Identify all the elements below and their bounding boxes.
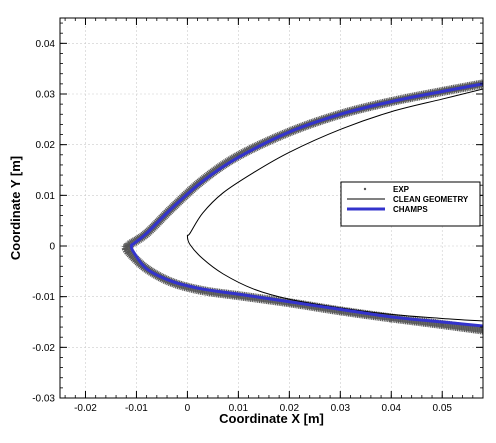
x-tick-label: 0.02 bbox=[280, 403, 300, 414]
series-champs-line bbox=[129, 82, 483, 328]
y-tick-label: 0.04 bbox=[36, 39, 56, 50]
exp-point bbox=[124, 244, 128, 248]
x-tick-label: -0.02 bbox=[74, 403, 97, 414]
y-axis-label: Coordinate Y [m] bbox=[8, 156, 23, 260]
legend-marker-exp bbox=[363, 187, 367, 191]
exp-point bbox=[440, 323, 444, 327]
series-layer bbox=[121, 79, 483, 335]
x-tick-label: -0.01 bbox=[125, 403, 148, 414]
exp-point bbox=[127, 250, 131, 254]
x-tick-label: 0 bbox=[185, 403, 191, 414]
legend-entry-clean-geometry: CLEAN GEOMETRY bbox=[393, 195, 469, 204]
y-tick-label: 0.03 bbox=[36, 90, 56, 101]
x-axis-label: Coordinate X [m] bbox=[219, 411, 324, 426]
legend-box bbox=[340, 181, 481, 227]
y-tick-label: 0 bbox=[49, 242, 55, 253]
y-tick-label: 0.01 bbox=[36, 191, 56, 202]
x-tick-label: 0.04 bbox=[382, 403, 402, 414]
ticks: -0.02 -0.01 0 0.01 0.02 0.03 0.04 0.05 -0.03 -0.0… bbox=[32, 18, 484, 414]
x-tick-label: 0.01 bbox=[229, 403, 249, 414]
y-tick-label: -0.01 bbox=[32, 292, 55, 303]
x-tick-label: 0.05 bbox=[432, 403, 452, 414]
legend-entry-exp: EXP bbox=[393, 185, 410, 194]
legend-entry-champs: CHAMPS bbox=[393, 205, 428, 214]
y-tick-label: 0.02 bbox=[36, 140, 56, 151]
legend: EXP CLEAN GEOMETRY CHAMPS bbox=[340, 181, 481, 227]
series-clean-geometry-line bbox=[186, 88, 483, 322]
x-tick-label: 0.03 bbox=[331, 403, 351, 414]
plot-frame bbox=[59, 17, 484, 399]
y-tick-label: -0.02 bbox=[32, 343, 55, 354]
y-tick-label: -0.03 bbox=[32, 394, 55, 405]
exp-point bbox=[127, 243, 131, 247]
